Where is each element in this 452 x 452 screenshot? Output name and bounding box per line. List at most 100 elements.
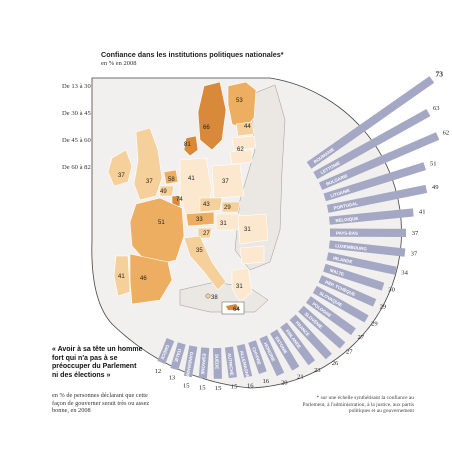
bar: [224, 346, 237, 379]
bar: [157, 338, 175, 364]
country-czech-republic: [199, 197, 223, 213]
bar-category-label: SUÈDE: [214, 354, 219, 369]
bar: [213, 347, 222, 379]
map-label-italy: 35: [196, 248, 203, 254]
bar: [236, 344, 253, 378]
cyprus-shape: [226, 304, 240, 310]
bar: [319, 132, 440, 190]
map-label-latvia: 62: [237, 147, 244, 153]
country-denmark: [183, 135, 199, 157]
bar-value-label: 51: [430, 160, 437, 167]
country-estonia: [235, 121, 255, 137]
legend-label: De 13 à 30: [62, 83, 91, 90]
bar-category-label: IRLANDE: [333, 255, 353, 264]
map-label-portugal: 41: [118, 274, 125, 280]
country-spain: [129, 253, 173, 305]
bar-category-label: PAYS-BAS: [336, 231, 358, 236]
country-austria: [185, 211, 215, 227]
bar-value-label: 41: [419, 209, 426, 216]
bar-category-label: DANEMARK: [185, 352, 195, 379]
bar: [306, 296, 356, 336]
map-label-czech-republic: 43: [203, 202, 210, 208]
map-label-hungary: 31: [220, 221, 227, 227]
chart-quote: « Avoir à sa tête un homme fort qui n'a …: [52, 346, 143, 379]
country-ireland: [107, 149, 133, 187]
country-uk: [133, 127, 163, 201]
bar: [259, 335, 285, 377]
bar-value-label: 30: [388, 286, 395, 293]
country-portugal: [113, 255, 131, 297]
bar-value-label: 15: [183, 382, 190, 389]
country-romania: [237, 213, 269, 245]
bar: [326, 252, 397, 275]
bar-value-label: 49: [432, 184, 439, 191]
map-label-spain: 46: [140, 276, 147, 282]
country-poland: [211, 163, 245, 199]
bar-value-label: 27: [346, 348, 353, 355]
map-label-malta: 38: [211, 295, 218, 301]
bar: [270, 329, 300, 371]
country-netherlands: [163, 169, 179, 185]
bar-value-label: 34: [401, 270, 408, 277]
country-bulgaria: [239, 245, 265, 265]
bar: [329, 208, 414, 225]
bar-value-label: 20: [281, 380, 288, 387]
country-greece: [231, 267, 253, 303]
bar: [312, 285, 369, 323]
bar-category-label: BELGIQUE: [335, 216, 358, 223]
map-label-slovakia: 29: [224, 205, 231, 211]
bar-category-label: AUTRICHE: [227, 353, 235, 376]
bar: [323, 162, 426, 202]
country-lithuania: [229, 149, 253, 165]
bar-value-label: 63: [433, 105, 440, 112]
bar: [248, 340, 267, 374]
bar: [170, 342, 186, 371]
bar-value-label: 26: [332, 360, 339, 367]
bar-value-label: 73: [436, 69, 444, 78]
map-label-poland: 37: [222, 179, 229, 185]
bar-value-label: 23: [314, 367, 321, 374]
bar: [313, 109, 431, 180]
country-slovenia: [197, 227, 213, 239]
map-label-luxembourg: 74: [176, 197, 183, 203]
chart-quote-note: en % de personnes déclarant que cette fa…: [52, 392, 150, 414]
map-title: Confiance dans les institutions politiqu…: [101, 50, 284, 59]
bar: [198, 347, 210, 379]
bar-category-label: PORTUGAL: [333, 201, 358, 211]
bar-value-label: 62: [443, 129, 450, 136]
bar-value-label: 21: [297, 373, 304, 380]
country-malta: [205, 293, 211, 299]
bar: [183, 345, 198, 378]
legend-label: De 60 à 82: [62, 164, 91, 171]
bar-category-label: ALLEMAGNE: [239, 350, 250, 378]
map-label-france: 51: [158, 220, 165, 226]
country-france: [129, 197, 185, 267]
map-label-belgium: 49: [160, 189, 167, 195]
map-subtitle: en % en 2008: [101, 60, 137, 67]
map-label-cyprus: 64: [233, 307, 240, 313]
country-italy: [183, 235, 227, 291]
bar-value-label: 16: [263, 378, 270, 385]
country-hungary: [215, 213, 241, 231]
map-label-uk: 37: [146, 179, 153, 185]
bar-value-label: 29: [371, 320, 378, 327]
legend-label: De 45 à 60: [62, 137, 91, 144]
bar-value-label: 12: [155, 368, 162, 375]
bar: [289, 314, 332, 360]
bar-value-label: 27: [358, 334, 365, 341]
bar-value-label: 13: [169, 375, 176, 382]
map-label-netherlands: 58: [168, 177, 175, 183]
bar: [323, 263, 385, 291]
bar: [306, 76, 435, 169]
bar-value-label: 29: [380, 304, 387, 311]
bar: [326, 184, 428, 213]
map-label-greece: 31: [236, 284, 243, 290]
bar-category-label: LUXEMBOURG: [335, 243, 368, 251]
bar-category-label: CHYPRE: [251, 347, 262, 366]
bar: [330, 228, 406, 237]
legend-label: De 30 à 45: [62, 110, 91, 117]
bar-value-label: 15: [215, 385, 222, 392]
country-latvia: [231, 135, 257, 151]
bar-value-label: 15: [231, 384, 238, 391]
